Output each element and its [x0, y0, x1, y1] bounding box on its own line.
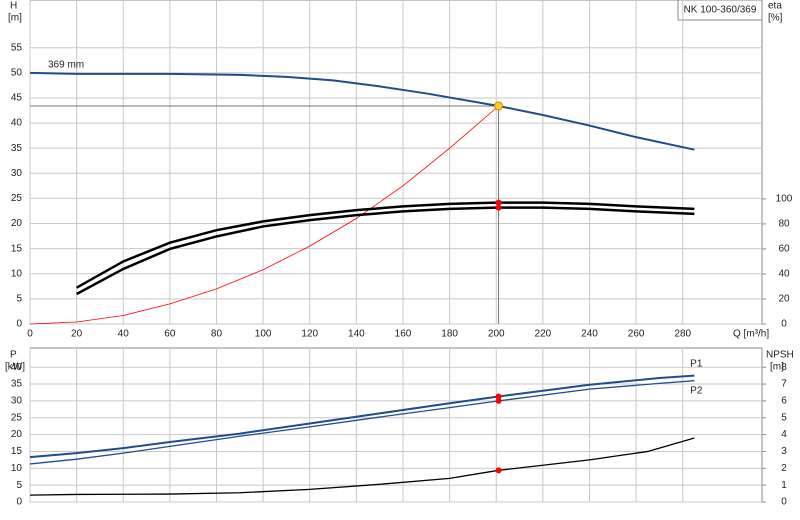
- y2-tick-label: 4: [781, 429, 787, 440]
- x-tick-label: 140: [348, 329, 365, 340]
- y-tick-label: 25: [11, 193, 23, 204]
- y-unit: [kW]: [5, 362, 25, 373]
- y-tick-label: 5: [16, 294, 22, 305]
- y2-tick-label: 0: [781, 319, 787, 330]
- y-tick-label: 30: [11, 168, 23, 179]
- operating-point: [495, 204, 502, 211]
- curve: [29, 380, 695, 465]
- top-frame: [29, 0, 763, 325]
- y2-tick-label: 80: [778, 219, 790, 230]
- y-label: P: [10, 350, 17, 361]
- operating-point: [495, 397, 502, 404]
- x-tick-label: 180: [441, 329, 458, 340]
- y2-unit: [%]: [768, 13, 783, 24]
- x-tick-label: 80: [211, 329, 223, 340]
- x-tick-label: 260: [628, 329, 645, 340]
- y2-tick-label: 2: [781, 463, 787, 474]
- curve: [76, 201, 695, 289]
- x-tick-label: 20: [71, 329, 83, 340]
- chart-title: NK 100-360/369: [684, 5, 757, 16]
- x-tick-label: 40: [118, 329, 130, 340]
- x-tick-label: 60: [164, 329, 176, 340]
- curve: [76, 206, 695, 296]
- y-tick-label: 50: [11, 67, 23, 78]
- bottom-frame: [29, 347, 763, 503]
- y-tick-label: 25: [11, 412, 23, 423]
- y2-unit: [m]: [770, 362, 784, 373]
- y-tick-label: 30: [11, 396, 23, 407]
- operating-point: [495, 199, 502, 206]
- operating-point: [495, 467, 502, 474]
- y-tick-label: 20: [11, 218, 23, 229]
- x-tick-label: 100: [255, 329, 272, 340]
- y2-label: NPSH: [766, 350, 794, 361]
- y2-tick-label: 60: [778, 244, 790, 255]
- series-label: P2: [690, 385, 703, 396]
- curve: [29, 105, 499, 325]
- y2-label: eta: [768, 1, 782, 12]
- y2-tick-label: 5: [781, 412, 787, 423]
- y2-tick-label: 1: [781, 480, 787, 491]
- y2-tick-label: 40: [778, 269, 790, 280]
- y2-tick-label: 8: [781, 362, 787, 373]
- x-tick-label: 220: [535, 329, 552, 340]
- y-tick-label: 20: [11, 429, 23, 440]
- title-box: [677, 0, 763, 21]
- y-tick-label: 35: [11, 379, 23, 390]
- y-tick-label: 10: [11, 268, 23, 279]
- duty-point: [494, 101, 504, 111]
- y-tick-label: 40: [11, 362, 23, 373]
- y2-tick-label: 7: [781, 379, 787, 390]
- x-tick-label: 280: [674, 329, 691, 340]
- y-tick-label: 10: [11, 463, 23, 474]
- y-tick-label: 55: [11, 42, 23, 53]
- y2-tick-label: 3: [781, 446, 787, 457]
- curve: [29, 71, 695, 151]
- y-tick-label: 15: [11, 243, 23, 254]
- x-tick-label: 160: [395, 329, 412, 340]
- y2-tick-label: 100: [776, 194, 793, 205]
- x-tick-label: 0: [27, 329, 33, 340]
- y-tick-label: 15: [11, 446, 23, 457]
- series-label: P1: [690, 358, 703, 369]
- x-tick-label: 200: [488, 329, 505, 340]
- curve: [29, 437, 695, 496]
- x-label: Q [m³/h]: [733, 329, 769, 340]
- y-tick-label: 0: [16, 497, 22, 508]
- y-unit: [m]: [8, 13, 22, 24]
- y-tick-label: 45: [11, 93, 23, 104]
- y-tick-label: 35: [11, 143, 23, 154]
- y2-tick-label: 20: [778, 294, 790, 305]
- curve: [29, 374, 695, 459]
- y-tick-label: 5: [16, 480, 22, 491]
- x-tick-label: 120: [301, 329, 318, 340]
- operating-point: [495, 393, 502, 400]
- y2-tick-label: 6: [781, 396, 787, 407]
- y-label: H: [10, 1, 17, 12]
- series-label: 369 mm: [48, 59, 84, 70]
- y2-tick-label: 0: [781, 497, 787, 508]
- y-tick-label: 40: [11, 118, 23, 129]
- x-tick-label: 240: [581, 329, 598, 340]
- y-tick-label: 0: [16, 319, 22, 330]
